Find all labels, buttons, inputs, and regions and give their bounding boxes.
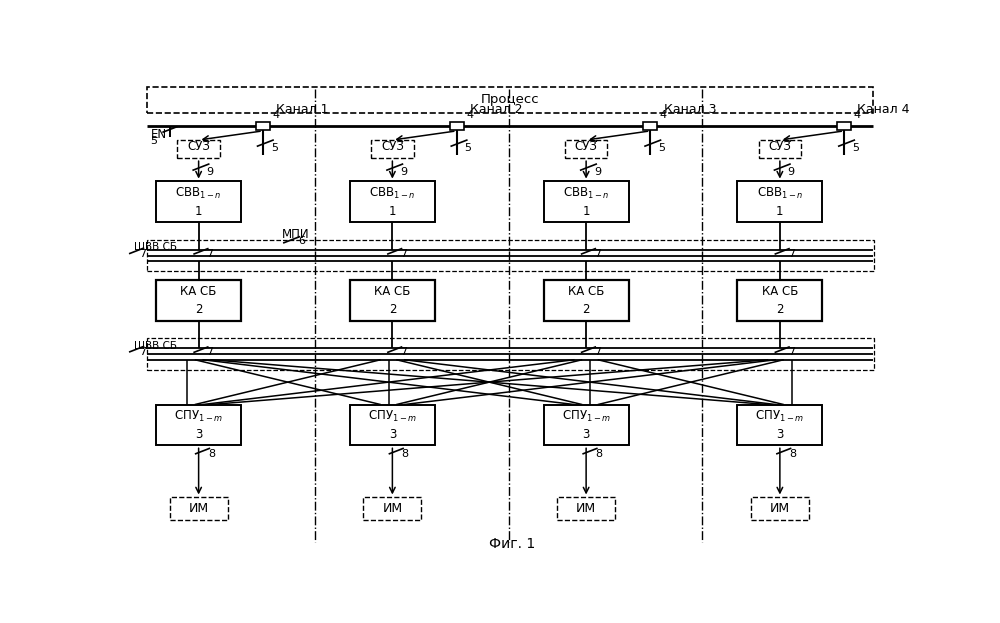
Text: 5: 5 [151,136,158,146]
Text: ШВВ СБ: ШВВ СБ [134,341,177,351]
Bar [147,338,874,369]
Text: МПИ: МПИ [282,227,309,240]
Bar [557,497,615,520]
Text: ИМ: ИМ [382,502,402,515]
Bar [737,181,822,222]
Text: 7: 7 [206,249,214,259]
Text: 8: 8 [208,449,215,459]
Bar [371,140,414,158]
Text: EN: EN [151,128,167,141]
Text: 1: 1 [776,205,784,218]
Text: 4: 4 [466,110,473,120]
Text: СПУ$_{1-m}$: СПУ$_{1-m}$ [755,409,804,424]
Text: СПУ$_{1-m}$: СПУ$_{1-m}$ [174,409,223,424]
Text: КА СБ: КА СБ [374,285,411,298]
Text: 5: 5 [464,143,471,153]
Text: 7: 7 [206,347,214,357]
Text: 2: 2 [195,303,202,316]
Text: ШВВ СБ: ШВВ СБ [134,242,177,252]
Bar [350,404,435,445]
Bar [751,497,809,520]
Text: 8: 8 [789,449,796,459]
Text: 5: 5 [271,143,278,153]
Text: 3: 3 [776,428,784,441]
Bar [544,181,629,222]
Bar [544,280,629,321]
Text: КА СБ: КА СБ [762,285,798,298]
Text: 7: 7 [788,249,795,259]
Text: 4: 4 [660,110,667,120]
Bar [147,87,873,113]
Text: СПУ$_{1-m}$: СПУ$_{1-m}$ [562,409,611,424]
Bar [544,404,629,445]
Bar [450,121,464,130]
Bar [363,497,421,520]
Text: СВВ$_{1-n}$: СВВ$_{1-n}$ [175,186,222,201]
Text: 4: 4 [854,110,861,120]
Text: 7: 7 [788,347,795,357]
Text: 1: 1 [582,205,590,218]
Bar [759,140,801,158]
Text: 1: 1 [389,205,396,218]
Bar [156,181,241,222]
Text: 5: 5 [852,143,859,153]
Text: 2: 2 [776,303,784,316]
Text: 7: 7 [400,347,407,357]
Text: ИМ: ИМ [576,502,596,515]
Text: ИМ: ИМ [770,502,790,515]
Text: 2: 2 [582,303,590,316]
Bar [837,121,851,130]
Bar [156,404,241,445]
Bar [156,280,241,321]
Text: 7: 7 [400,249,407,259]
Bar [350,181,435,222]
Text: СУЗ: СУЗ [575,140,598,153]
Text: 3: 3 [582,428,590,441]
Text: СВВ$_{1-n}$: СВВ$_{1-n}$ [757,186,803,201]
Text: 7: 7 [139,249,146,259]
Text: 5: 5 [658,143,665,153]
Text: Фиг. 1: Фиг. 1 [489,537,536,551]
Text: 7: 7 [139,347,146,357]
Text: 2: 2 [389,303,396,316]
Text: Канал 1: Канал 1 [276,103,329,117]
Bar [350,280,435,321]
Text: КА СБ: КА СБ [568,285,604,298]
Text: 4: 4 [272,110,279,120]
Text: СПУ$_{1-m}$: СПУ$_{1-m}$ [368,409,417,424]
Text: СВВ$_{1-n}$: СВВ$_{1-n}$ [369,186,416,201]
Text: 9: 9 [206,167,214,177]
Text: 7: 7 [594,347,601,357]
Text: КА СБ: КА СБ [180,285,217,298]
Text: СУЗ: СУЗ [381,140,404,153]
Text: 8: 8 [595,449,603,459]
Text: ИМ: ИМ [189,502,209,515]
Bar [177,140,220,158]
Text: 3: 3 [389,428,396,441]
Text: Канал 4: Канал 4 [857,103,910,117]
Text: СУЗ: СУЗ [187,140,210,153]
Text: 9: 9 [594,167,601,177]
Bar [737,404,822,445]
Text: СУЗ: СУЗ [768,140,791,153]
Bar [170,497,228,520]
Text: Канал 2: Канал 2 [470,103,522,117]
Text: 8: 8 [402,449,409,459]
Text: 6: 6 [298,236,305,246]
Text: 3: 3 [195,428,202,441]
Text: Канал 3: Канал 3 [664,103,716,117]
Text: 9: 9 [400,167,407,177]
Text: Процесс: Процесс [480,92,539,105]
Bar [256,121,270,130]
Text: 9: 9 [788,167,795,177]
Text: СВВ$_{1-n}$: СВВ$_{1-n}$ [563,186,609,201]
Text: 7: 7 [594,249,601,259]
Bar [565,140,607,158]
Bar [737,280,822,321]
Text: 1: 1 [195,205,202,218]
Bar [147,240,874,271]
Bar [643,121,657,130]
